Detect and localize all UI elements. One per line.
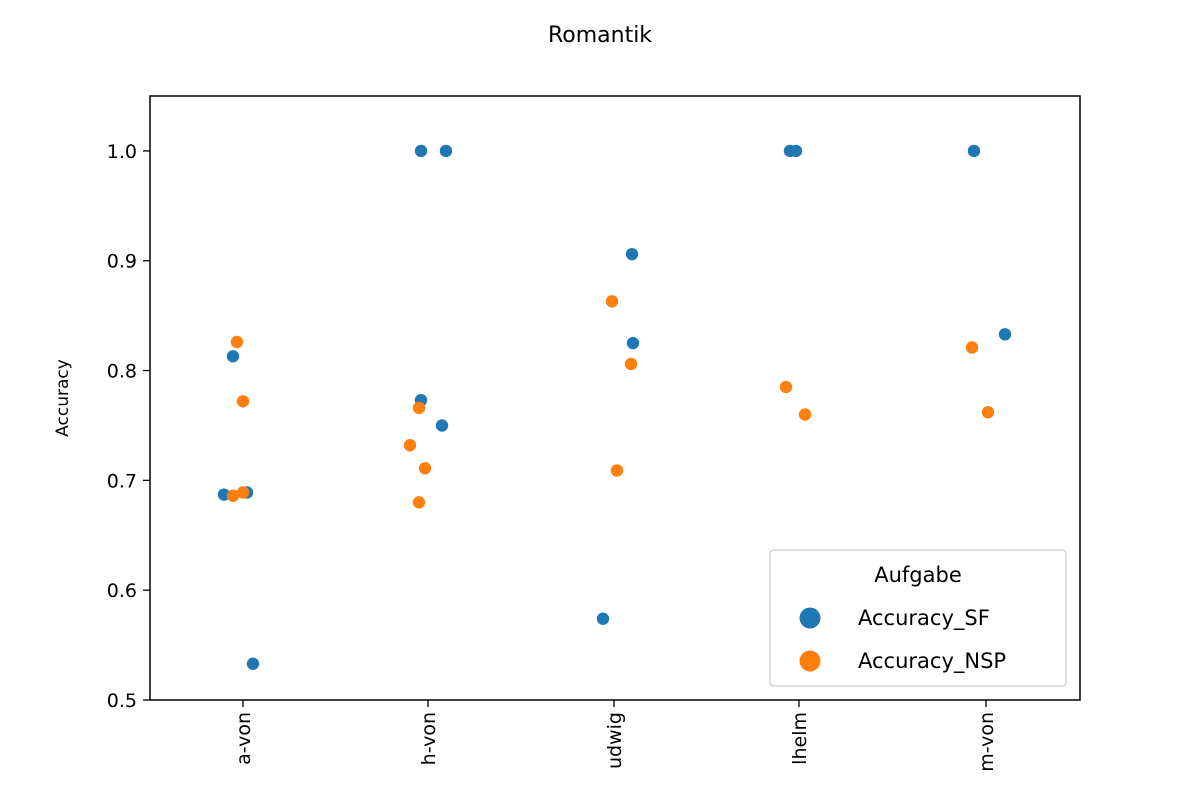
y-tick-label: 0.9 — [107, 251, 137, 273]
point-accuracy-nsp — [412, 496, 426, 509]
point-accuracy-nsp — [779, 380, 793, 394]
x-tick-label: h-von — [418, 712, 440, 765]
legend-marker-accuracy-nsp — [799, 650, 821, 672]
y-tick-label: 0.8 — [107, 361, 137, 383]
legend-title: Aufgabe — [874, 563, 962, 587]
x-tick-label: lhelm — [789, 712, 811, 765]
point-accuracy-nsp — [226, 489, 240, 502]
point-accuracy-sf — [439, 144, 453, 158]
point-accuracy-nsp — [230, 335, 244, 349]
point-accuracy-nsp — [624, 357, 638, 371]
y-axis: 0.5 0.6 0.7 0.8 0.9 1.0 — [107, 141, 150, 712]
point-accuracy-sf — [596, 612, 610, 625]
point-accuracy-sf — [246, 657, 260, 670]
point-accuracy-sf — [626, 336, 640, 350]
point-accuracy-nsp — [798, 408, 812, 421]
legend-label: Accuracy_NSP — [858, 649, 1006, 674]
x-tick-label: udwig — [604, 712, 626, 769]
y-tick-label: 1.0 — [107, 141, 137, 163]
point-accuracy-sf — [435, 419, 449, 432]
x-tick-label: a-von — [233, 712, 255, 765]
point-accuracy-nsp — [965, 341, 979, 354]
point-accuracy-sf — [967, 144, 981, 158]
point-accuracy-sf — [789, 144, 803, 158]
y-tick-label: 0.5 — [107, 690, 137, 712]
point-accuracy-nsp — [418, 462, 432, 475]
legend: Aufgabe Accuracy_SF Accuracy_NSP — [769, 549, 1067, 687]
x-axis: a-von h-von udwig lhelm m-von — [233, 700, 998, 772]
legend-box — [769, 549, 1067, 687]
y-axis-label: Accuracy — [53, 359, 73, 437]
point-accuracy-nsp — [610, 464, 624, 477]
point-accuracy-nsp — [403, 439, 417, 452]
point-accuracy-sf — [625, 247, 639, 261]
point-accuracy-sf — [226, 350, 240, 363]
legend-marker-accuracy-sf — [799, 607, 821, 629]
plot-area-frame — [149, 95, 1081, 701]
point-accuracy-sf — [414, 144, 428, 158]
point-accuracy-nsp — [981, 406, 995, 419]
x-tick-label: m-von — [976, 712, 998, 772]
point-accuracy-nsp — [412, 401, 426, 415]
point-accuracy-nsp — [605, 295, 619, 308]
point-accuracy-nsp — [236, 395, 250, 408]
y-tick-label: 0.7 — [107, 470, 137, 492]
legend-label: Accuracy_SF — [858, 606, 990, 631]
data-points — [217, 144, 1012, 670]
point-accuracy-sf — [217, 488, 231, 501]
chart-title: Romantik — [548, 23, 652, 48]
point-accuracy-nsp — [236, 486, 250, 499]
y-tick-label: 0.6 — [107, 580, 137, 602]
point-accuracy-sf — [998, 328, 1012, 341]
